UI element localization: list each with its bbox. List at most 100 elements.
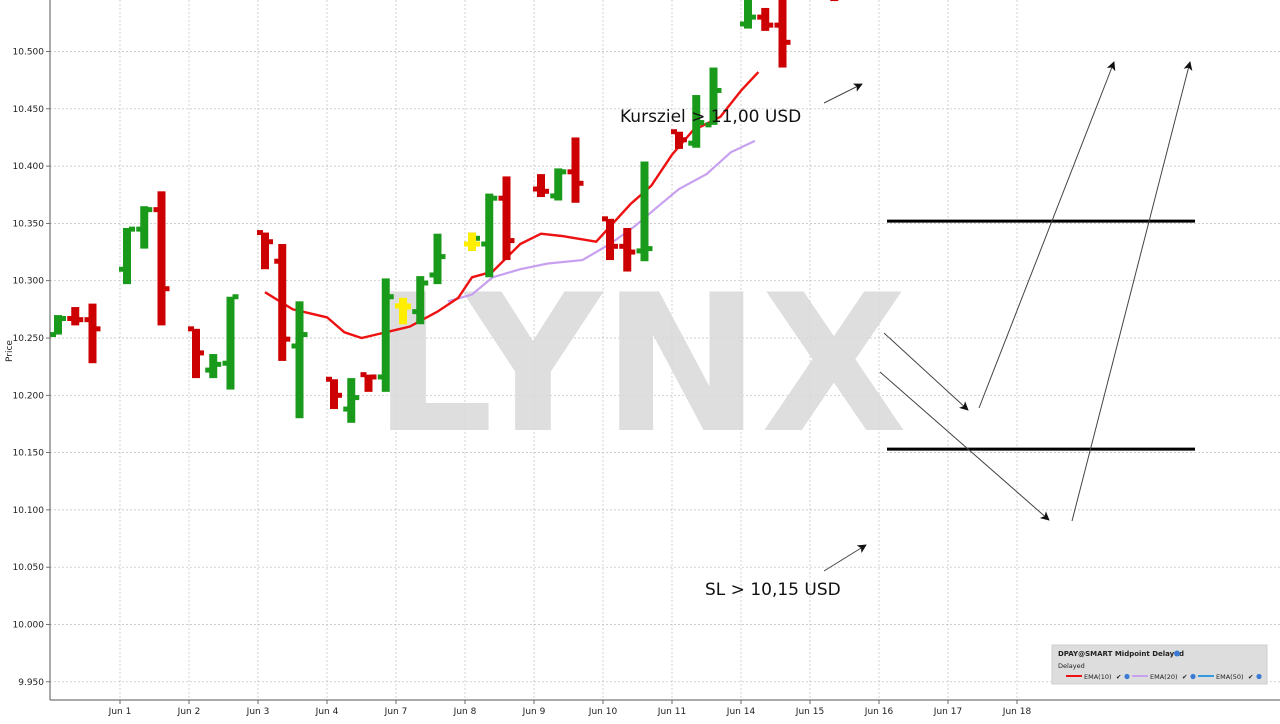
y-tick-label: 10.300 xyxy=(13,277,45,287)
bar-range xyxy=(779,0,787,68)
bar-open-tick xyxy=(568,169,574,174)
y-tick-label: 10.400 xyxy=(13,162,45,172)
bar-close-tick xyxy=(440,254,446,259)
bar-open-tick xyxy=(205,368,211,373)
bar-range xyxy=(227,297,235,390)
legend-box: DPAY@SMART Midpoint Delayed Delayed EMA(… xyxy=(1052,645,1267,684)
settings-icon[interactable] xyxy=(1190,674,1195,679)
y-tick-label: 10.250 xyxy=(13,334,45,344)
bar-close-tick xyxy=(284,337,290,342)
bar-open-tick xyxy=(85,317,91,322)
check-icon[interactable]: ✔ xyxy=(1116,673,1121,681)
bar-open-tick xyxy=(430,272,436,277)
bar-open-tick xyxy=(274,259,280,264)
bar-close-tick xyxy=(302,332,308,337)
bar-range xyxy=(830,0,838,1)
bar-close-tick xyxy=(422,280,428,285)
bar-open-tick xyxy=(412,309,418,314)
y-tick-label: 10.500 xyxy=(13,48,45,58)
bar-range xyxy=(89,304,97,364)
bar-close-tick xyxy=(491,196,497,201)
x-tick-label: Jun 7 xyxy=(384,707,408,717)
bar-open-tick xyxy=(292,344,298,349)
y-axis-label: Price xyxy=(5,340,15,362)
bar-close-tick xyxy=(612,244,618,249)
x-tick-label: Jun 2 xyxy=(177,707,201,717)
bar-close-tick xyxy=(543,189,549,194)
y-tick-label: 10.050 xyxy=(13,563,45,573)
bar-range xyxy=(485,194,493,278)
x-tick-label: Jun 18 xyxy=(1002,707,1032,717)
bar-range xyxy=(606,219,614,260)
bar-open-tick xyxy=(50,332,56,337)
y-tick-label: 10.200 xyxy=(13,391,45,401)
bar-range xyxy=(123,228,131,284)
x-tick-label: Jun 3 xyxy=(246,707,270,717)
bar-open-tick xyxy=(136,227,142,232)
bar-close-tick xyxy=(336,393,342,398)
bar-close-tick xyxy=(353,395,359,400)
bar-open-tick xyxy=(688,141,694,146)
bar-open-tick xyxy=(550,193,556,198)
bar-close-tick xyxy=(146,207,152,212)
bar-close-tick xyxy=(198,350,204,355)
bar-open-tick xyxy=(326,377,332,382)
y-tick-label: 10.100 xyxy=(13,506,45,516)
bar-open-tick xyxy=(378,374,384,379)
bar-range xyxy=(296,301,304,418)
x-tick-label: Jun 9 xyxy=(522,707,546,717)
bar-close-tick xyxy=(233,294,239,299)
bar-range xyxy=(399,298,407,324)
bar-close-tick xyxy=(509,238,515,243)
bar-close-tick xyxy=(578,181,584,186)
bar-close-tick xyxy=(629,250,635,255)
x-tick-label: Jun 10 xyxy=(588,707,618,717)
bar-range xyxy=(503,176,511,260)
y-tick-label: 10.150 xyxy=(13,449,45,459)
bar-open-tick xyxy=(602,216,608,221)
bar-close-tick xyxy=(767,23,773,28)
bar-open-tick xyxy=(154,207,160,212)
bar-open-tick xyxy=(533,187,539,192)
bar-range xyxy=(347,378,355,423)
bar-open-tick xyxy=(499,196,505,201)
bar-open-tick xyxy=(223,361,229,366)
bar-close-tick xyxy=(785,40,791,45)
bar-open-tick xyxy=(671,129,677,134)
x-tick-label: Jun 1 xyxy=(108,707,132,717)
y-tick-label: 10.000 xyxy=(13,621,45,631)
bar-close-tick xyxy=(750,15,756,20)
watermark-logo: LYNX xyxy=(373,254,908,475)
y-tick-label: 9.950 xyxy=(18,678,44,688)
target-annotation: Kursziel > 11,00 USD xyxy=(620,107,801,127)
bar-open-tick xyxy=(481,242,487,247)
bar-open-tick xyxy=(343,407,349,412)
stop-annotation: SL > 10,15 USD xyxy=(705,580,841,600)
settings-icon[interactable] xyxy=(1124,674,1129,679)
y-tick-label: 10.350 xyxy=(13,219,45,229)
legend-item-label: EMA(20) xyxy=(1150,673,1178,681)
settings-icon[interactable] xyxy=(1256,674,1261,679)
x-tick-label: Jun 17 xyxy=(933,707,962,717)
info-icon[interactable] xyxy=(1174,651,1180,657)
check-icon[interactable]: ✔ xyxy=(1182,673,1187,681)
bar-close-tick xyxy=(129,227,135,232)
check-icon[interactable]: ✔ xyxy=(1248,673,1253,681)
bar-open-tick xyxy=(637,248,643,253)
bar-close-tick xyxy=(647,246,653,251)
bar-close-tick xyxy=(681,137,687,142)
x-tick-label: Jun 16 xyxy=(864,707,894,717)
bar-close-tick xyxy=(267,239,273,244)
bar-open-tick xyxy=(257,230,263,235)
x-tick-label: Jun 15 xyxy=(795,707,824,717)
bar-close-tick xyxy=(716,88,722,93)
bar-open-tick xyxy=(67,316,73,321)
legend-items: EMA(10)✔EMA(20)✔EMA(50)✔ xyxy=(1066,673,1262,681)
x-tick-label: Jun 4 xyxy=(315,707,339,717)
legend-item-label: EMA(10) xyxy=(1084,673,1112,681)
bar-open-tick xyxy=(619,244,625,249)
bar-ticks xyxy=(464,242,480,247)
legend-title: DPAY@SMART Midpoint Delayed xyxy=(1058,650,1184,658)
